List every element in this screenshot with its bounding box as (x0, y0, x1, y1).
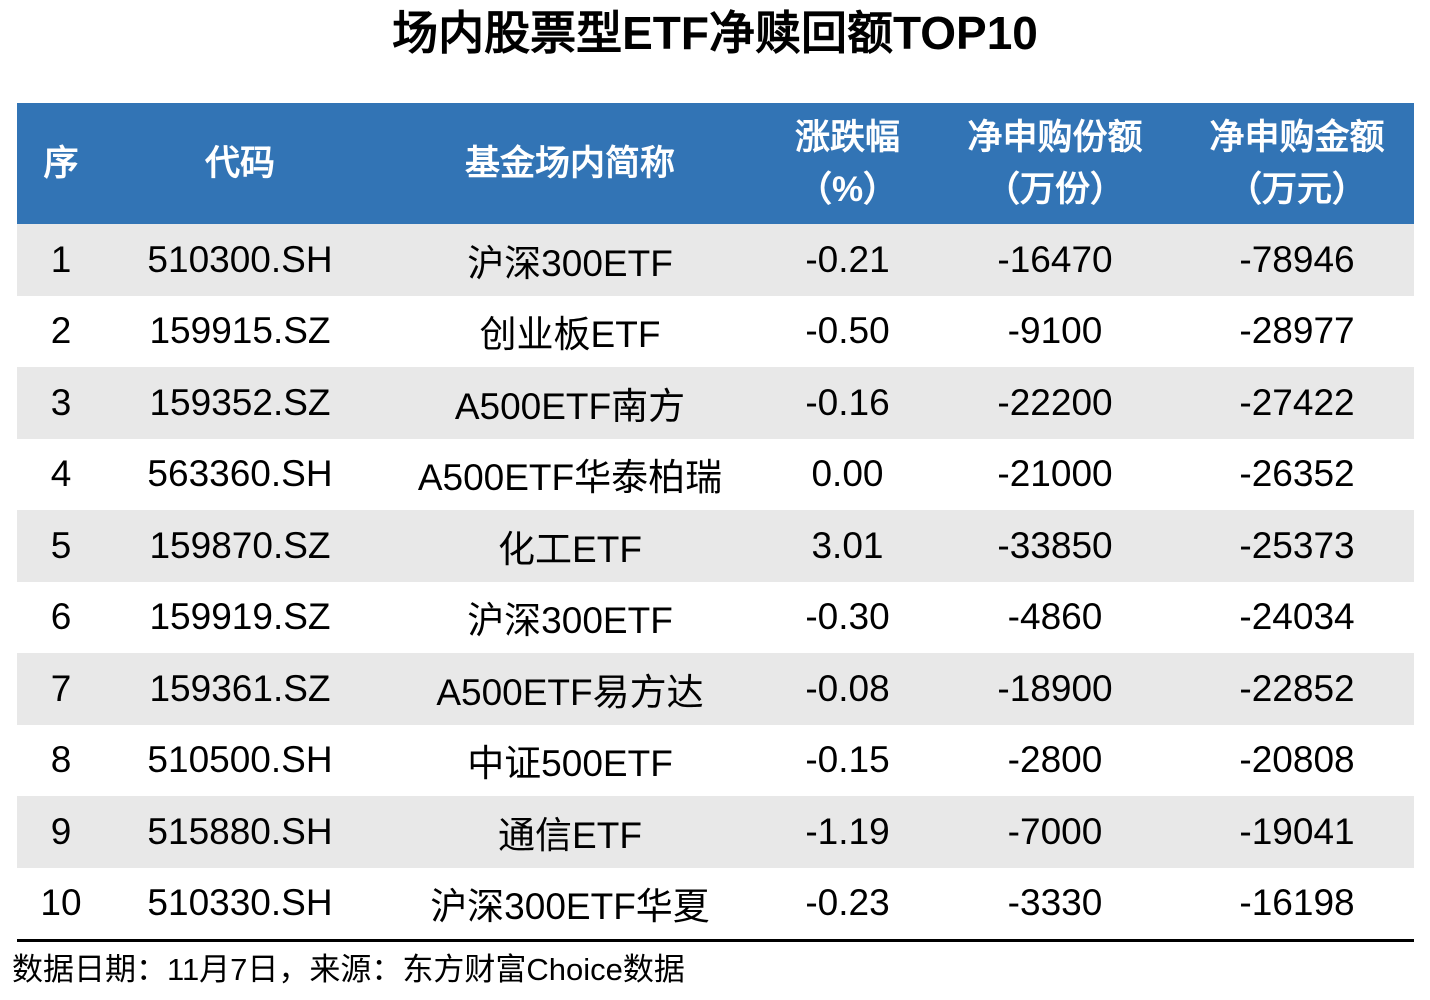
cell-code: 510300.SH (147, 238, 333, 280)
cell-net-amount: -78946 (1239, 238, 1355, 280)
header-net-subscription-shares-line1: 净申购份额 (967, 117, 1143, 157)
table-row: 1 510300.SH 沪深300ETF -0.21 -16470 -78946 (17, 224, 1414, 296)
cell-seq: 7 (50, 667, 72, 709)
cell-net-shares: -22200 (997, 381, 1113, 423)
cell-code: 159870.SZ (149, 524, 331, 566)
header-seq: 序 (17, 103, 105, 224)
cell-fund-name: 沪深300ETF华夏 (430, 886, 710, 928)
etf-net-redemption-table: 序 代码 基金场内简称 涨跌幅 （%） 净申购份额 （万份） 净申购金额 （万元… (17, 103, 1414, 942)
cell-fund-name: A500ETF易方达 (436, 671, 704, 713)
cell-net-shares: -2800 (1007, 739, 1103, 781)
cell-code: 515880.SH (147, 810, 333, 852)
cell-seq: 6 (50, 596, 72, 638)
cell-seq: 9 (50, 810, 72, 852)
cell-fund-name: A500ETF南方 (454, 385, 686, 427)
table-header: 序 代码 基金场内简称 涨跌幅 （%） 净申购份额 （万份） 净申购金额 （万元… (17, 103, 1414, 224)
header-net-subscription-shares: 净申购份额 （万份） (930, 103, 1180, 224)
cell-fund-name: 通信ETF (498, 814, 642, 856)
cell-change-pct: 3.01 (811, 524, 884, 566)
header-fund-name: 基金场内简称 (375, 103, 765, 224)
header-fund-name-label: 基金场内简称 (464, 143, 675, 183)
cell-net-shares: -16470 (997, 238, 1113, 280)
cell-seq: 5 (50, 524, 72, 566)
cell-net-shares: -18900 (997, 667, 1113, 709)
cell-change-pct: -0.23 (805, 882, 890, 924)
cell-net-amount: -24034 (1239, 596, 1355, 638)
cell-seq: 8 (50, 739, 72, 781)
cell-change-pct: -0.16 (805, 381, 890, 423)
header-code: 代码 (105, 103, 375, 224)
cell-net-amount: -22852 (1239, 667, 1355, 709)
page-title: 场内股票型ETF净赎回额TOP10 (392, 7, 1038, 59)
cell-net-shares: -9100 (1007, 310, 1103, 352)
table-row: 4 563360.SH A500ETF华泰柏瑞 0.00 -21000 -263… (17, 438, 1414, 510)
cell-net-amount: -27422 (1239, 381, 1355, 423)
cell-code: 159919.SZ (149, 596, 331, 638)
header-net-subscription-amount-line2: （万元） (1226, 169, 1367, 209)
cell-net-shares: -33850 (997, 524, 1113, 566)
table-row: 2 159915.SZ 创业板ETF -0.50 -9100 -28977 (17, 295, 1414, 367)
header-net-subscription-shares-line2: （万份） (984, 169, 1125, 209)
cell-net-shares: -3330 (1007, 882, 1103, 924)
table-row: 6 159919.SZ 沪深300ETF -0.30 -4860 -24034 (17, 581, 1414, 653)
cell-seq: 4 (50, 453, 72, 495)
cell-code: 159361.SZ (149, 667, 331, 709)
cell-fund-name: 化工ETF (498, 528, 642, 570)
cell-fund-name: 中证500ETF (467, 743, 673, 785)
table-row: 5 159870.SZ 化工ETF 3.01 -33850 -25373 (17, 510, 1414, 582)
header-code-label: 代码 (204, 143, 275, 183)
cell-code: 510330.SH (147, 882, 333, 924)
cell-net-shares: -21000 (997, 453, 1113, 495)
cell-net-amount: -28977 (1239, 310, 1355, 352)
cell-net-amount: -20808 (1239, 739, 1355, 781)
cell-change-pct: -0.15 (805, 739, 890, 781)
cell-seq: 1 (50, 238, 72, 280)
cell-change-pct: -0.21 (805, 238, 890, 280)
header-change-pct-line2: （%） (796, 169, 899, 209)
table-row: 9 515880.SH 通信ETF -1.19 -7000 -19041 (17, 796, 1414, 868)
cell-fund-name: 创业板ETF (479, 314, 661, 356)
cell-fund-name: A500ETF华泰柏瑞 (417, 457, 723, 499)
table-body: 1 510300.SH 沪深300ETF -0.21 -16470 -78946… (17, 224, 1414, 941)
header-net-subscription-amount-line1: 净申购金额 (1209, 117, 1385, 157)
cell-net-amount: -16198 (1239, 882, 1355, 924)
cell-seq: 10 (40, 882, 82, 924)
cell-net-amount: -19041 (1239, 810, 1355, 852)
cell-change-pct: -0.30 (805, 596, 890, 638)
cell-code: 159915.SZ (149, 310, 331, 352)
cell-change-pct: -1.19 (805, 810, 890, 852)
cell-net-amount: -26352 (1239, 453, 1355, 495)
cell-code: 159352.SZ (149, 381, 331, 423)
cell-fund-name: 沪深300ETF (467, 242, 673, 284)
cell-seq: 2 (50, 310, 72, 352)
cell-change-pct: -0.50 (805, 310, 890, 352)
table-row: 8 510500.SH 中证500ETF -0.15 -2800 -20808 (17, 724, 1414, 796)
cell-change-pct: -0.08 (805, 667, 890, 709)
cell-code: 563360.SH (147, 453, 333, 495)
table-row: 7 159361.SZ A500ETF易方达 -0.08 -18900 -228… (17, 653, 1414, 725)
header-net-subscription-amount: 净申购金额 （万元） (1180, 103, 1414, 224)
data-source-note: 数据日期：11月7日，来源：东方财富Choice数据 (12, 952, 685, 987)
cell-seq: 3 (50, 381, 72, 423)
header-seq-label: 序 (43, 143, 79, 183)
cell-net-shares: -7000 (1007, 810, 1103, 852)
table-row: 3 159352.SZ A500ETF南方 -0.16 -22200 -2742… (17, 367, 1414, 439)
header-change-pct: 涨跌幅 （%） (765, 103, 930, 224)
cell-code: 510500.SH (147, 739, 333, 781)
cell-change-pct: 0.00 (811, 453, 884, 495)
cell-net-shares: -4860 (1007, 596, 1103, 638)
table-row: 10 510330.SH 沪深300ETF华夏 -0.23 -3330 -161… (17, 867, 1414, 941)
cell-fund-name: 沪深300ETF (467, 600, 673, 642)
header-change-pct-line1: 涨跌幅 (794, 117, 900, 157)
cell-net-amount: -25373 (1239, 524, 1355, 566)
header-row: 序 代码 基金场内简称 涨跌幅 （%） 净申购份额 （万份） 净申购金额 （万元… (17, 103, 1414, 224)
